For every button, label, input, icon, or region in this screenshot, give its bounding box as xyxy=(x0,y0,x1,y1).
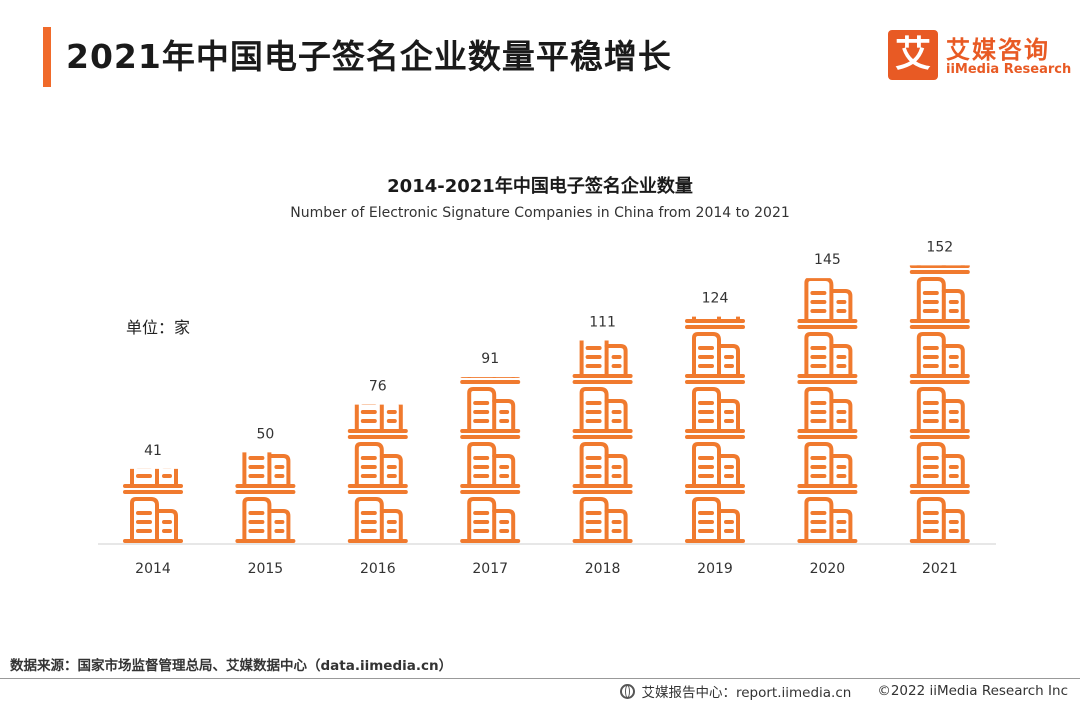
x-tick-label: 2014 xyxy=(135,561,171,577)
chart-title: 2014-2021年中国电子签名企业数量 xyxy=(387,176,693,197)
bar xyxy=(685,316,745,543)
x-tick-label: 2017 xyxy=(472,561,508,577)
data-label: 124 xyxy=(702,291,729,307)
footer-bar: 艾媒报告中心：report.iimedia.cn ©2022 iiMedia R… xyxy=(620,681,1068,701)
bar xyxy=(797,278,858,543)
logo-mark-icon: 艾 xyxy=(888,30,938,80)
title-accent-bar xyxy=(43,27,51,87)
data-label: 76 xyxy=(369,379,387,395)
x-tick-label: 2018 xyxy=(585,561,621,577)
logo-chinese-name: 艾媒咨询 xyxy=(946,36,1050,64)
data-label: 41 xyxy=(144,443,162,459)
bar xyxy=(235,452,296,543)
bar xyxy=(123,468,183,543)
data-label: 111 xyxy=(589,315,616,331)
data-source: 数据来源：国家市场监督管理总局、艾媒数据中心（data.iimedia.cn） xyxy=(10,658,453,674)
x-tick-label: 2019 xyxy=(697,561,733,577)
footer-divider xyxy=(0,678,1080,679)
x-tick-label: 2020 xyxy=(810,561,846,577)
x-tick-label: 2015 xyxy=(248,561,284,577)
unit-label: 单位：家 xyxy=(126,318,191,337)
data-label: 50 xyxy=(256,426,274,442)
chart-subtitle: Number of Electronic Signature Companies… xyxy=(290,205,790,221)
logo-english-name: iiMedia Research xyxy=(946,62,1072,77)
bar xyxy=(347,404,408,543)
iimedia-logo[interactable]: 艾 艾媒咨询 iiMedia Research xyxy=(888,30,1072,82)
data-label: 91 xyxy=(481,351,499,367)
bar xyxy=(909,265,970,543)
data-label: 152 xyxy=(926,239,953,255)
report-site-link[interactable]: 艾媒报告中心：report.iimedia.cn xyxy=(641,685,852,701)
x-tick-label: 2021 xyxy=(922,561,958,577)
copyright-text: ©2022 iiMedia Research Inc xyxy=(877,683,1068,699)
data-label: 145 xyxy=(814,252,841,268)
bar xyxy=(572,340,633,543)
globe-icon xyxy=(620,683,636,699)
page-title: 2021年中国电子签名企业数量平稳增长 xyxy=(66,37,672,76)
x-tick-label: 2016 xyxy=(360,561,396,577)
bar xyxy=(460,377,521,543)
